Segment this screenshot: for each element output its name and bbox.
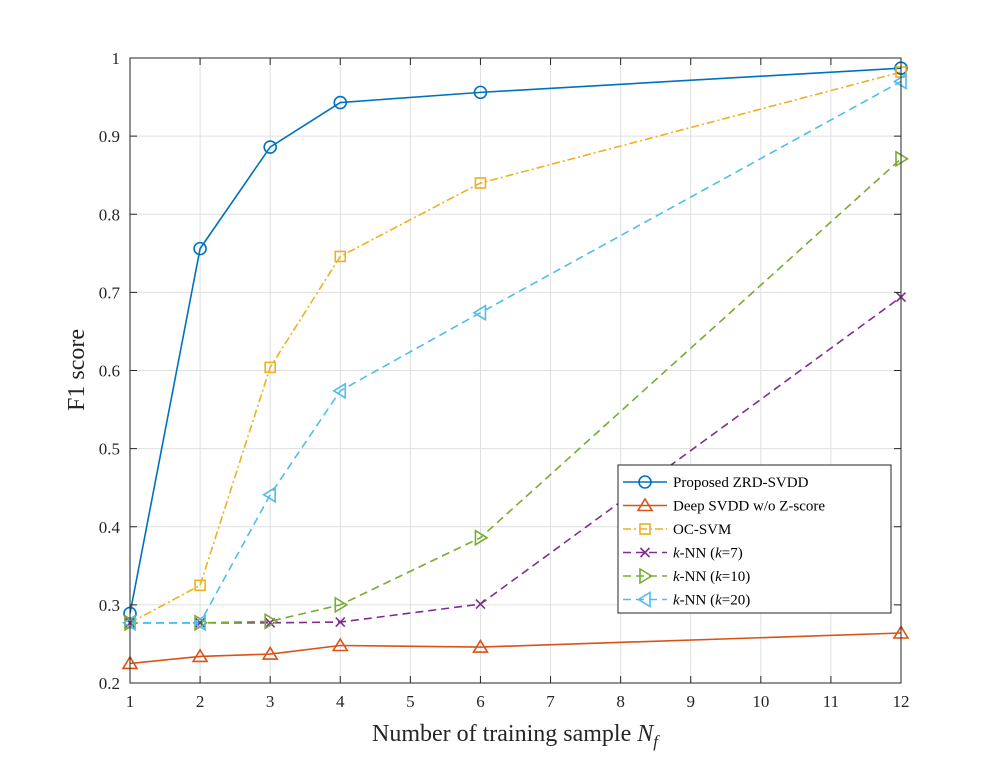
y-tick-label: 0.7: [99, 283, 121, 302]
legend-label-part: Proposed ZRD-SVDD: [673, 475, 809, 491]
x-tick-label: 12: [893, 692, 910, 711]
x-tick-label: 4: [336, 692, 345, 711]
x-tick-label: 7: [546, 692, 555, 711]
series-line-0: [129, 67, 902, 614]
legend-marker-1: [636, 497, 654, 512]
legend-marker-4: [639, 567, 654, 585]
x-tick-label: 2: [196, 692, 205, 711]
x-tick-label: 6: [476, 692, 485, 711]
data-point: [474, 177, 487, 189]
legend-label-part: -NN (: [680, 593, 715, 609]
data-point: [473, 85, 488, 100]
data-point: [191, 648, 209, 663]
series-lines: [129, 67, 902, 665]
x-axis-label-text: Number of training sample: [372, 721, 637, 747]
x-axis-label-variable: N: [636, 721, 655, 747]
x-tick-label: 8: [616, 692, 625, 711]
y-tick-label: 0.5: [99, 440, 120, 459]
y-tick-label: 0.9: [99, 127, 120, 146]
data-point: [193, 241, 207, 256]
legend-marker-0: [638, 475, 652, 489]
data-point: [262, 486, 276, 504]
y-tick-labels: 0.2 0.3 0.4 0.5 0.6 0.7 0.8 0.9 1: [99, 49, 121, 693]
legend: Proposed ZRD-SVDD Deep SVDD w/o Z-score OC…: [617, 464, 892, 614]
x-tick-label: 3: [266, 692, 275, 711]
legend-label-part: k: [715, 593, 722, 609]
data-point: [335, 616, 346, 628]
data-point: [192, 614, 206, 632]
legend-label-part: k: [715, 569, 722, 585]
legend-label-part: =20): [722, 593, 750, 609]
y-tick-label: 1: [112, 49, 121, 68]
y-tick-label: 0.2: [99, 674, 120, 693]
data-point: [264, 361, 276, 374]
data-point: [472, 304, 487, 322]
y-axis-label: F1 score: [64, 329, 90, 411]
legend-label-1: Deep SVDD w/o Z-score: [673, 499, 825, 515]
data-point: [334, 250, 347, 263]
data-point: [332, 382, 347, 400]
x-tick-label: 1: [126, 692, 135, 711]
legend-label-part: =7): [722, 546, 743, 562]
x-tick-label: 11: [823, 692, 839, 711]
legend-label-part: k: [673, 569, 680, 585]
legend-marker-3: [639, 547, 651, 558]
data-point: [121, 614, 136, 632]
data-point: [895, 150, 910, 168]
legend-label-3: k-NN (k=7): [673, 546, 743, 562]
legend-label-part: OC-SVM: [673, 522, 731, 538]
axis-ticks: [129, 57, 902, 684]
x-axis-label-subscript: f: [653, 732, 660, 751]
series-line-1: [129, 632, 902, 665]
legend-label-part: k: [673, 593, 680, 609]
legend-label-part: Deep SVDD w/o Z-score: [673, 499, 825, 515]
data-point: [472, 639, 489, 653]
legend-label-5: k-NN (k=20): [673, 593, 750, 609]
data-point: [474, 529, 489, 547]
legend-label-part: k: [673, 546, 680, 562]
series-line-2: [129, 71, 902, 624]
x-tick-label: 5: [406, 692, 415, 711]
legend-label-part: -NN (: [680, 569, 715, 585]
legend-label-part: -NN (: [680, 546, 715, 562]
legend-label-2: OC-SVM: [673, 522, 731, 538]
legend-label-part: k: [715, 546, 722, 562]
legend-label-0: Proposed ZRD-SVDD: [673, 475, 809, 491]
y-tick-label: 0.3: [99, 596, 120, 615]
legend-marker-5: [636, 591, 651, 608]
series-line-5: [130, 80, 902, 624]
y-tick-label: 0.4: [99, 518, 121, 537]
legend-label-4: k-NN (k=10): [673, 569, 750, 585]
data-point: [333, 95, 348, 110]
data-point: [334, 596, 349, 614]
y-tick-label: 0.8: [99, 205, 120, 224]
data-point: [261, 646, 279, 660]
legend-label-part: =10): [722, 569, 750, 585]
x-axis-label: Number of training sample Nf: [372, 721, 660, 751]
data-point: [263, 140, 277, 154]
data-point: [892, 73, 907, 90]
x-tick-labels: 1 2 3 4 5 6 7 8 9 10 11 12: [126, 692, 910, 711]
x-tick-label: 9: [686, 692, 695, 711]
data-point: [331, 637, 349, 652]
y-tick-label: 0.6: [99, 362, 120, 381]
data-point: [475, 599, 486, 610]
legend-box: [617, 464, 892, 614]
data-point: [264, 612, 279, 630]
legend-marker-2: [639, 523, 651, 535]
x-tick-label: 10: [752, 692, 769, 711]
data-point: [194, 579, 206, 592]
